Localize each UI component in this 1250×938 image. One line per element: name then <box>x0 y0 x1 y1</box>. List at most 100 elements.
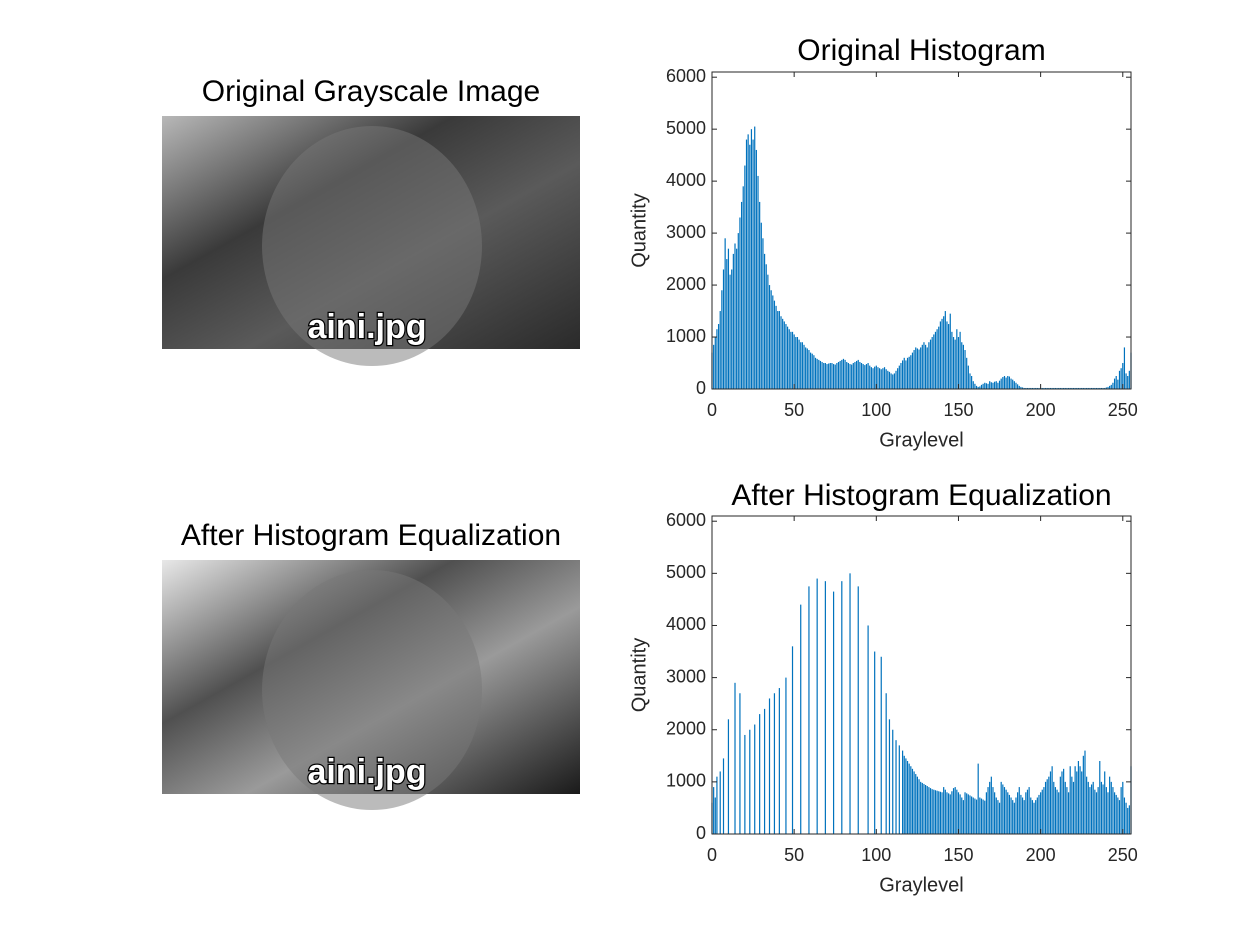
bar <box>1079 766 1081 834</box>
bar <box>921 344 923 389</box>
bar <box>780 316 782 389</box>
x-axis-label: Graylevel <box>879 429 963 451</box>
bar <box>1100 781 1103 834</box>
bar <box>902 750 904 834</box>
bar <box>920 347 922 389</box>
bar <box>806 348 808 389</box>
bar <box>879 368 881 389</box>
bar <box>987 787 989 834</box>
bar <box>989 781 991 834</box>
bar <box>832 591 835 834</box>
x-tick-label: 100 <box>861 400 891 420</box>
bar <box>910 355 912 389</box>
bar <box>768 285 771 389</box>
bar <box>762 238 764 389</box>
bar <box>977 386 979 389</box>
bar <box>759 714 761 834</box>
bar <box>895 740 897 834</box>
bar <box>949 313 951 389</box>
bar <box>966 357 968 389</box>
bar <box>1051 387 1053 389</box>
bar <box>778 688 780 834</box>
bar <box>849 364 851 389</box>
bar <box>994 792 996 834</box>
bar <box>1071 387 1073 389</box>
bar <box>915 347 917 389</box>
bar <box>839 360 841 389</box>
bar <box>1120 787 1122 834</box>
bar <box>829 363 831 389</box>
bar <box>1066 787 1068 834</box>
image-caption: aini.jpg <box>308 753 427 791</box>
bar <box>951 791 953 834</box>
bar <box>966 793 968 834</box>
bar <box>898 745 900 834</box>
bar <box>1100 387 1103 389</box>
bar <box>1074 766 1076 834</box>
bar <box>1026 789 1029 834</box>
bar <box>925 784 927 834</box>
bar <box>992 382 994 389</box>
bar <box>1123 797 1126 834</box>
bar <box>770 290 772 389</box>
bar <box>1023 800 1025 834</box>
bar <box>984 800 986 834</box>
bar <box>1094 789 1096 834</box>
bar <box>898 365 900 389</box>
bar <box>982 383 984 389</box>
panel-title: Original Grayscale Image <box>202 75 540 108</box>
bar <box>972 797 974 834</box>
bar <box>782 318 784 389</box>
bar <box>1102 387 1104 389</box>
bar <box>860 363 863 389</box>
bar <box>900 363 902 389</box>
bar <box>911 768 914 834</box>
x-tick-label: 200 <box>1026 845 1056 865</box>
bar <box>1079 387 1081 389</box>
bar <box>987 383 989 389</box>
bar <box>971 376 973 389</box>
bar <box>783 321 785 389</box>
bar <box>948 324 950 389</box>
bar <box>813 355 815 389</box>
bar <box>1125 802 1127 834</box>
bar <box>1007 792 1009 834</box>
bar <box>943 787 945 834</box>
bar <box>832 364 835 389</box>
bar <box>1090 387 1093 389</box>
bar <box>757 175 759 389</box>
bar <box>1025 792 1027 834</box>
bar <box>1058 387 1060 389</box>
bar <box>1076 771 1078 834</box>
bar <box>1105 387 1107 389</box>
bar <box>880 656 882 834</box>
bar <box>1086 387 1088 389</box>
bar <box>778 311 780 389</box>
y-tick-label: 6000 <box>666 510 706 530</box>
bar <box>716 329 718 389</box>
bar <box>788 329 790 389</box>
bar <box>913 350 915 389</box>
bar <box>1097 787 1099 834</box>
bar <box>990 382 992 389</box>
bar <box>1063 387 1065 389</box>
bar <box>734 682 736 834</box>
bar <box>1036 387 1038 389</box>
x-tick-label: 50 <box>784 845 804 865</box>
bar <box>938 791 940 834</box>
bar <box>1035 800 1037 834</box>
bar <box>1097 387 1099 389</box>
bar <box>754 724 756 834</box>
bar <box>791 646 794 834</box>
bar <box>1030 797 1032 834</box>
bar <box>713 787 715 834</box>
bar <box>995 797 997 834</box>
y-tick-label: 1000 <box>666 326 706 346</box>
bar <box>1074 387 1076 389</box>
bar <box>1094 387 1096 389</box>
bar <box>1048 387 1050 389</box>
bar <box>931 789 933 834</box>
bar <box>1102 784 1104 834</box>
bar <box>816 578 818 834</box>
